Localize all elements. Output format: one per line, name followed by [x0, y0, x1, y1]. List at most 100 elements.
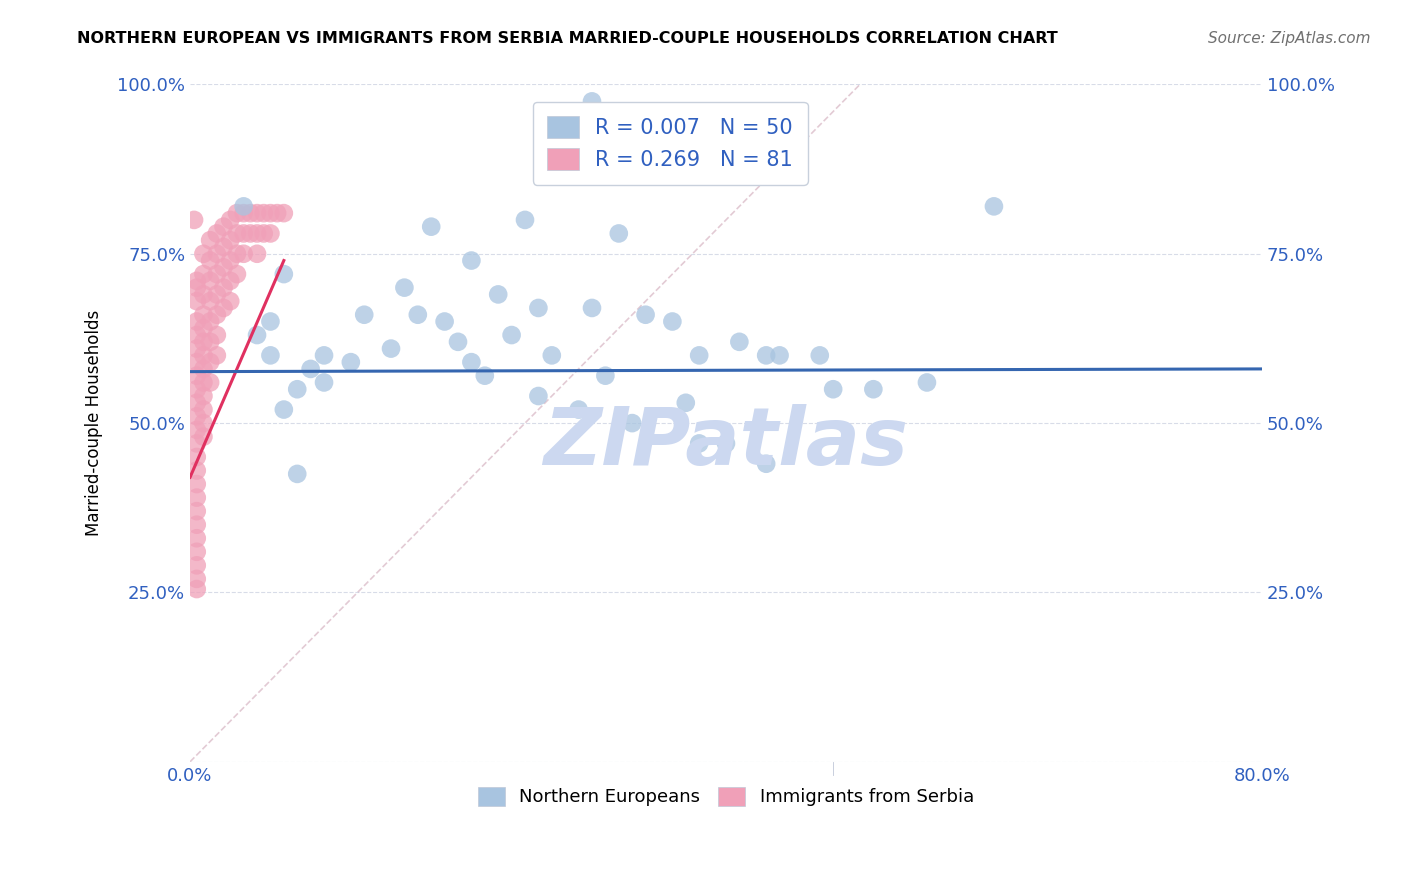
Point: [728, 334, 751, 349]
Point: [186, 409, 208, 424]
Point: [198, 233, 221, 247]
Point: [186, 274, 208, 288]
Legend: Northern Europeans, Immigrants from Serbia: Northern Europeans, Immigrants from Serb…: [471, 780, 981, 814]
Point: [198, 355, 221, 369]
Point: [219, 233, 242, 247]
Point: [186, 582, 208, 596]
Point: [186, 355, 208, 369]
Point: [246, 328, 269, 343]
Point: [259, 227, 281, 241]
Point: [394, 280, 416, 294]
Point: [193, 308, 215, 322]
Point: [460, 253, 482, 268]
Point: [607, 227, 630, 241]
Point: [205, 308, 228, 322]
Point: [186, 491, 208, 505]
Point: [808, 348, 831, 362]
Point: [193, 321, 215, 335]
Point: [186, 463, 208, 477]
Point: [226, 227, 249, 241]
Point: [474, 368, 496, 383]
Point: [239, 206, 262, 220]
Y-axis label: Married-couple Households: Married-couple Households: [86, 310, 103, 536]
Point: [186, 450, 208, 464]
Point: [581, 95, 603, 109]
Point: [205, 287, 228, 301]
Text: Source: ZipAtlas.com: Source: ZipAtlas.com: [1208, 31, 1371, 46]
Point: [253, 227, 276, 241]
Text: ZIPatlas: ZIPatlas: [544, 404, 908, 483]
Point: [198, 274, 221, 288]
Point: [259, 206, 281, 220]
Point: [186, 558, 208, 573]
Point: [232, 246, 254, 260]
Point: [226, 246, 249, 260]
Point: [768, 348, 790, 362]
Point: [501, 328, 523, 343]
Point: [219, 253, 242, 268]
Point: [823, 382, 845, 396]
Point: [212, 301, 235, 315]
Point: [353, 308, 375, 322]
Point: [219, 213, 242, 227]
Point: [246, 246, 269, 260]
Point: [198, 334, 221, 349]
Point: [212, 240, 235, 254]
Point: [186, 294, 208, 309]
Point: [186, 342, 208, 356]
Point: [205, 227, 228, 241]
Point: [198, 294, 221, 309]
Point: [299, 362, 322, 376]
Point: [433, 314, 456, 328]
Point: [246, 227, 269, 241]
Point: [212, 219, 235, 234]
Point: [186, 517, 208, 532]
Point: [273, 267, 295, 281]
Point: [186, 436, 208, 450]
Point: [540, 348, 562, 362]
Point: [915, 376, 938, 390]
Point: [862, 382, 884, 396]
Point: [232, 199, 254, 213]
Point: [186, 572, 208, 586]
Point: [193, 334, 215, 349]
Point: [186, 396, 208, 410]
Point: [406, 308, 429, 322]
Point: [340, 355, 363, 369]
Point: [186, 368, 208, 383]
Point: [447, 334, 470, 349]
Point: [259, 314, 281, 328]
Point: [568, 402, 591, 417]
Point: [186, 328, 208, 343]
Point: [183, 213, 205, 227]
Point: [486, 287, 509, 301]
Point: [186, 504, 208, 518]
Point: [193, 389, 215, 403]
Point: [755, 457, 778, 471]
Point: [983, 199, 1005, 213]
Point: [513, 213, 536, 227]
Point: [193, 362, 215, 376]
Point: [198, 253, 221, 268]
Point: [554, 165, 576, 179]
Point: [186, 382, 208, 396]
Point: [688, 436, 710, 450]
Point: [205, 246, 228, 260]
Point: [186, 423, 208, 437]
Point: [205, 267, 228, 281]
Point: [581, 301, 603, 315]
Point: [755, 348, 778, 362]
Point: [232, 206, 254, 220]
Point: [226, 267, 249, 281]
Point: [460, 355, 482, 369]
Point: [273, 206, 295, 220]
Point: [186, 280, 208, 294]
Point: [193, 348, 215, 362]
Point: [661, 314, 683, 328]
Point: [714, 436, 737, 450]
Point: [312, 376, 335, 390]
Point: [246, 206, 269, 220]
Point: [312, 348, 335, 362]
Point: [212, 260, 235, 275]
Point: [380, 342, 402, 356]
